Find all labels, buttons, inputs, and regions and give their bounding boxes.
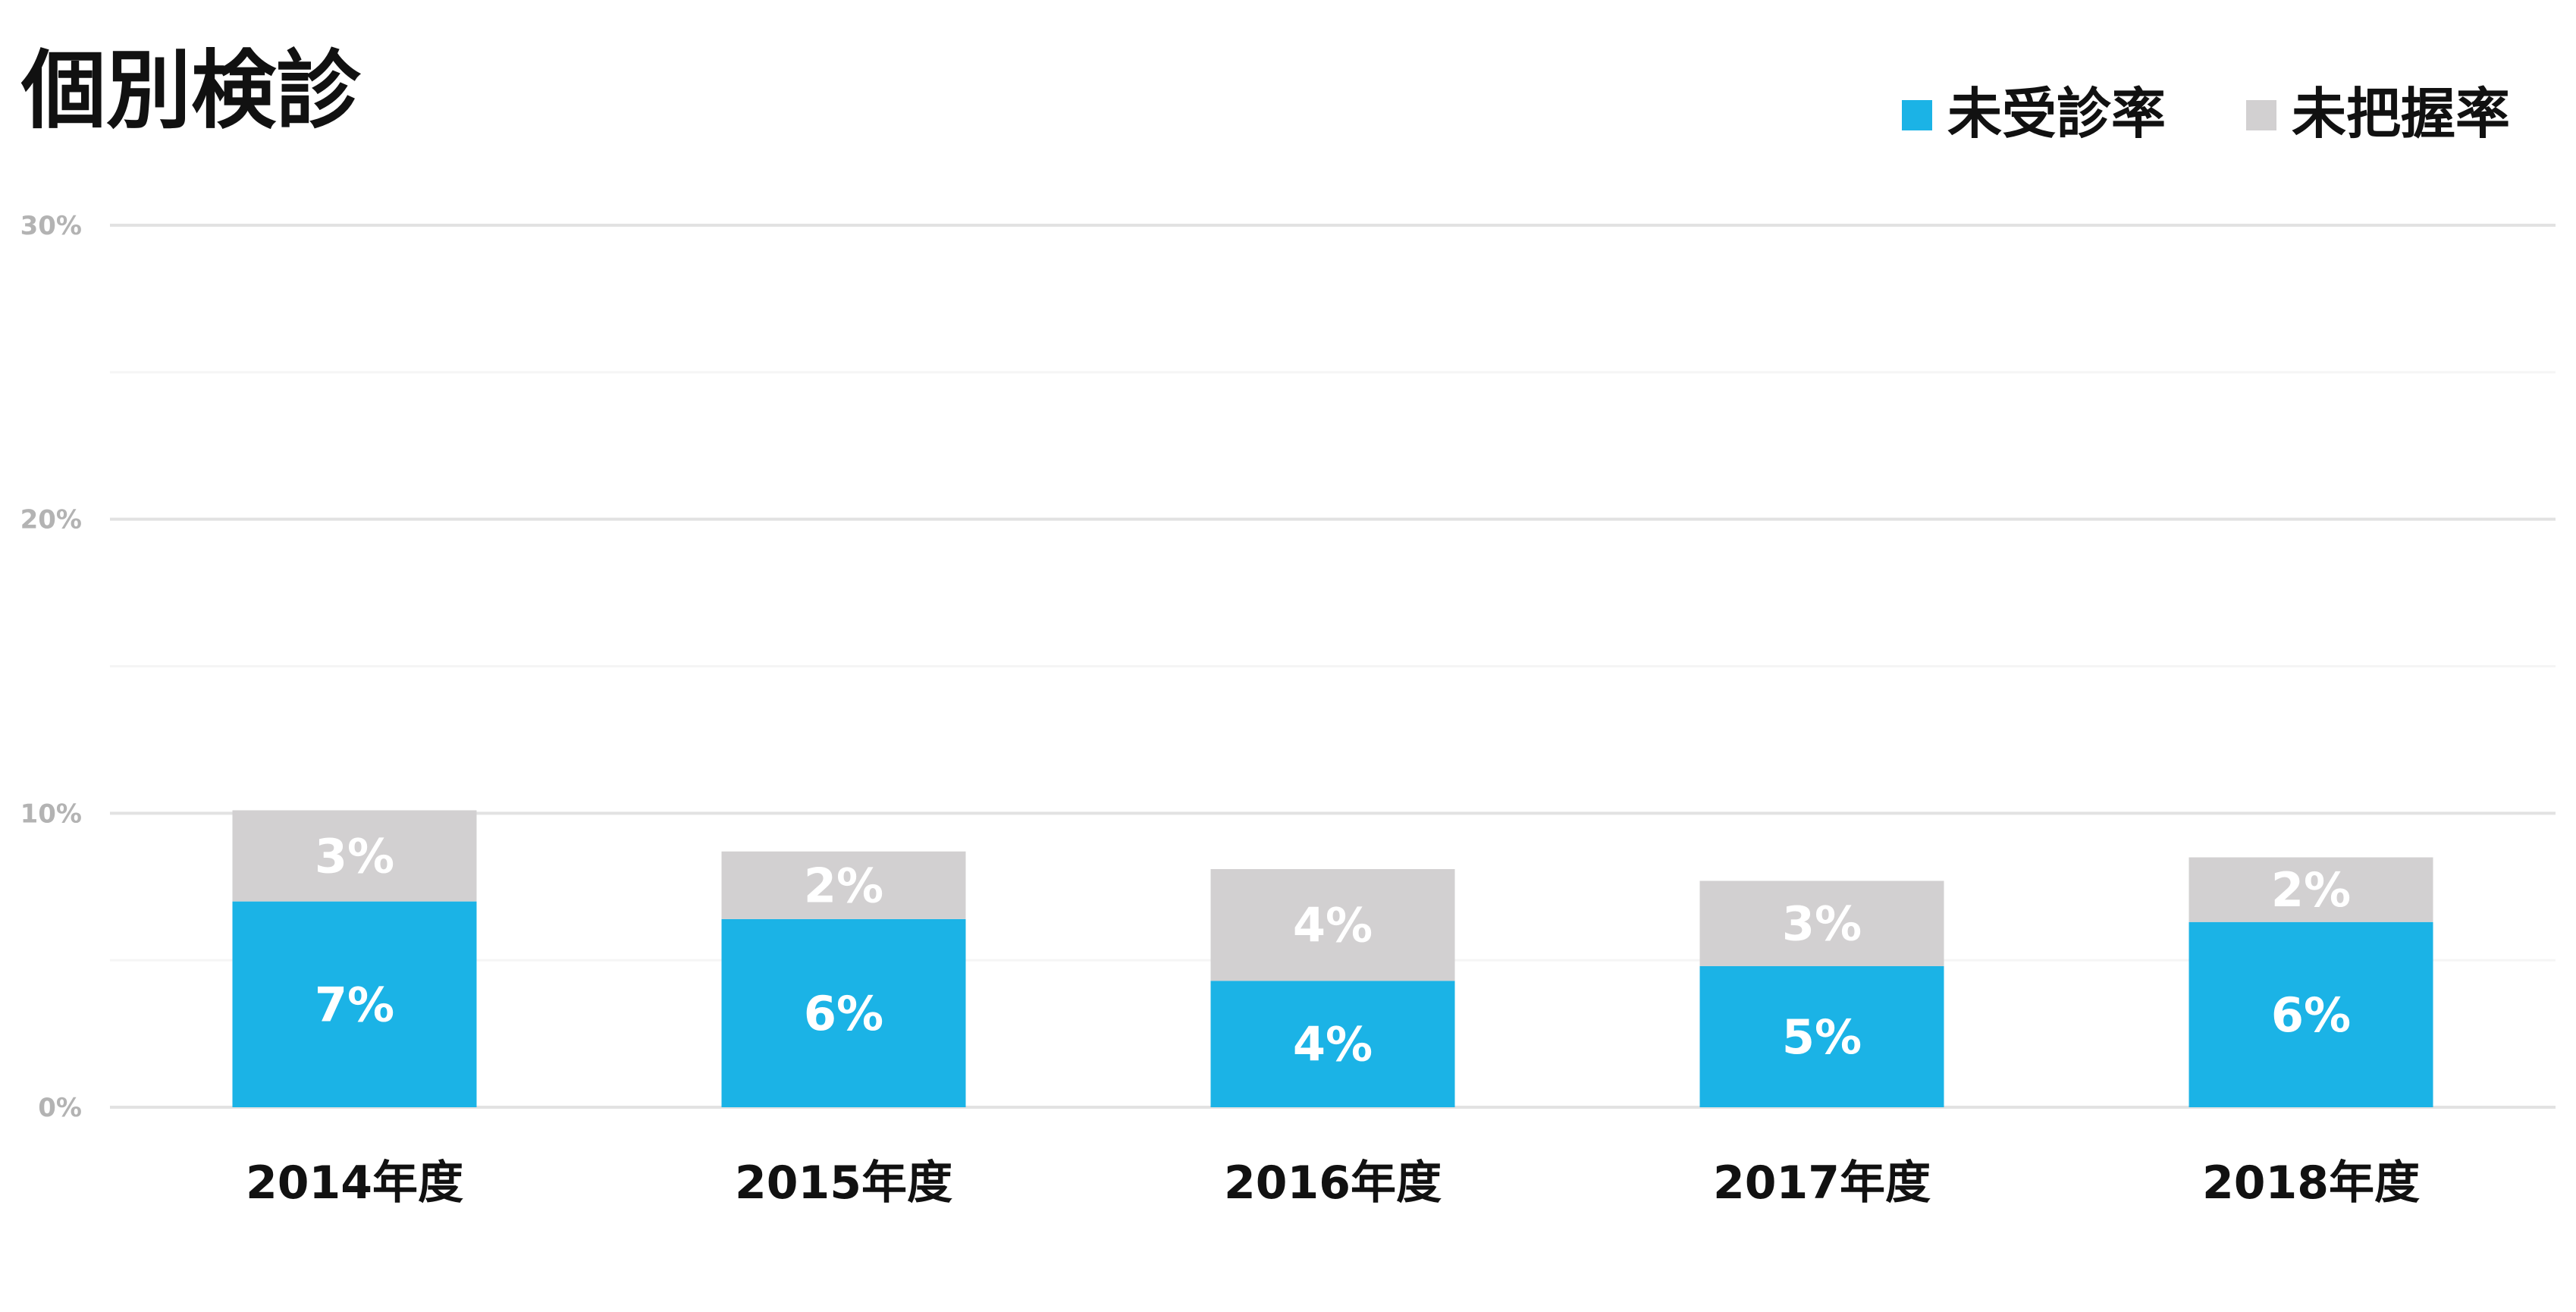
data-label: 3% xyxy=(1782,896,1862,952)
legend: 未受診率 未把握率 xyxy=(1902,82,2510,146)
legend-swatch xyxy=(1902,100,1932,130)
grid-lines xyxy=(110,224,2556,1109)
bar-unexamined-4 xyxy=(2189,921,2433,1107)
data-label: 4% xyxy=(1293,1017,1373,1072)
legend-label: 未把握率 xyxy=(2292,82,2510,146)
bar-unexamined-3 xyxy=(1699,965,1944,1107)
bar-unknown-1 xyxy=(721,851,966,919)
bar-unexamined-2 xyxy=(1210,981,1455,1107)
bar-unknown-3 xyxy=(1699,880,1944,966)
bar-unknown-0 xyxy=(232,810,477,902)
x-tick-label: 2016年度 xyxy=(1224,1157,1442,1210)
bars xyxy=(232,810,2433,1107)
bar-unexamined-1 xyxy=(721,918,966,1107)
data-label: 4% xyxy=(1293,898,1373,953)
y-tick-label: 30% xyxy=(20,211,82,241)
data-label: 2% xyxy=(2271,862,2351,918)
data-label: 7% xyxy=(315,977,394,1032)
y-tick-label: 10% xyxy=(20,799,82,829)
x-axis-categories: 2014年度 2015年度 2016年度 2017年度 2018年度 xyxy=(246,1157,2420,1210)
x-tick-label: 2015年度 xyxy=(735,1157,952,1210)
x-tick-label: 2014年度 xyxy=(246,1157,463,1210)
y-tick-label: 0% xyxy=(38,1093,82,1123)
bar-unknown-2 xyxy=(1210,868,1455,981)
y-tick-label: 20% xyxy=(20,505,82,535)
data-label: 2% xyxy=(804,858,883,913)
data-labels: 7% 3% 6% 2% 4% 4% 5% 3% 6% 2% xyxy=(315,829,2351,1072)
data-label: 3% xyxy=(315,829,394,884)
legend-swatch xyxy=(2246,100,2276,130)
x-tick-label: 2017年度 xyxy=(1713,1157,1931,1210)
data-label: 6% xyxy=(2271,987,2351,1043)
chart-title: 個別検診 xyxy=(20,42,362,140)
x-tick-label: 2018年度 xyxy=(2202,1157,2420,1210)
legend-label: 未受診率 xyxy=(1947,82,2166,146)
data-label: 6% xyxy=(804,986,883,1041)
bar-unknown-4 xyxy=(2189,857,2433,922)
data-label: 5% xyxy=(1782,1009,1862,1065)
bar-unexamined-0 xyxy=(232,901,477,1107)
y-axis-ticks: 0% 10% 20% 30% xyxy=(20,211,82,1123)
